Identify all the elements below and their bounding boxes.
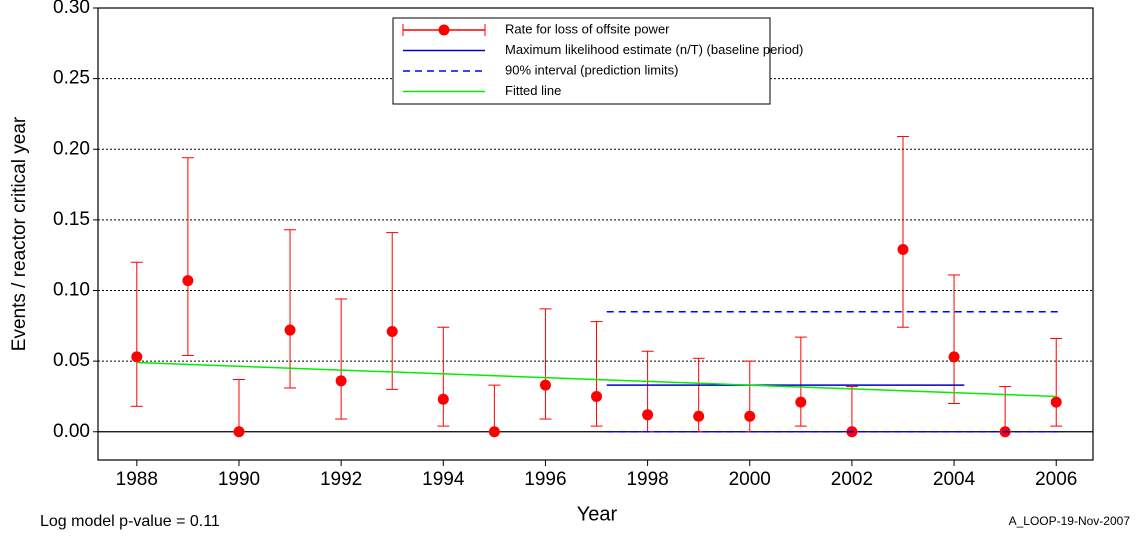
y-axis-title: Events / reactor critical year (9, 116, 30, 351)
x-tick-label: 1996 (524, 469, 566, 490)
point (591, 390, 603, 402)
x-tick-label: 2000 (729, 469, 771, 490)
legend-box (392, 17, 771, 105)
x-tick-label: 1988 (116, 469, 158, 490)
point (642, 409, 654, 421)
y-tick-label: 0.20 (53, 138, 90, 159)
x-tick-label: 1994 (422, 469, 465, 490)
point (437, 393, 449, 405)
x-tick-label: 2006 (1035, 469, 1077, 490)
y-tick-label: 0.30 (53, 0, 90, 18)
point (897, 244, 909, 256)
x-tick-label: 1998 (626, 469, 668, 490)
y-tick-label: 0.10 (53, 280, 90, 301)
y-tick-label: 0.15 (53, 209, 90, 230)
point (1050, 396, 1062, 408)
point (182, 275, 194, 287)
point (744, 410, 756, 422)
series-line (136, 361, 1057, 398)
point (539, 379, 551, 391)
annotation: Log model p-value = 0.11 (40, 513, 220, 530)
point (131, 351, 143, 363)
point (284, 324, 296, 336)
y-tick-label: 0.25 (53, 68, 90, 89)
x-tick-label: 2002 (831, 469, 873, 490)
point (488, 426, 500, 438)
point (386, 325, 398, 337)
legend-swatch (438, 24, 450, 36)
legend-label: Maximum likelihood estimate (n/T) (basel… (505, 42, 803, 57)
y-tick-label: 0.05 (53, 350, 90, 371)
x-tick-label: 1992 (320, 469, 362, 490)
legend-label: 90% interval (prediction limits) (505, 62, 678, 77)
x-tick-label: 1990 (218, 469, 260, 490)
legend-label: Rate for loss of offsite power (505, 21, 670, 36)
annotation: A_LOOP-19-Nov-2007 (1009, 514, 1131, 528)
point (948, 351, 960, 363)
x-tick-label: 2004 (933, 469, 976, 490)
y-tick-label: 0.00 (53, 421, 90, 442)
point (233, 426, 245, 438)
point (795, 396, 807, 408)
x-axis-title: Year (577, 503, 618, 525)
point (335, 375, 347, 387)
point (693, 410, 705, 422)
legend-label: Fitted line (505, 83, 561, 98)
